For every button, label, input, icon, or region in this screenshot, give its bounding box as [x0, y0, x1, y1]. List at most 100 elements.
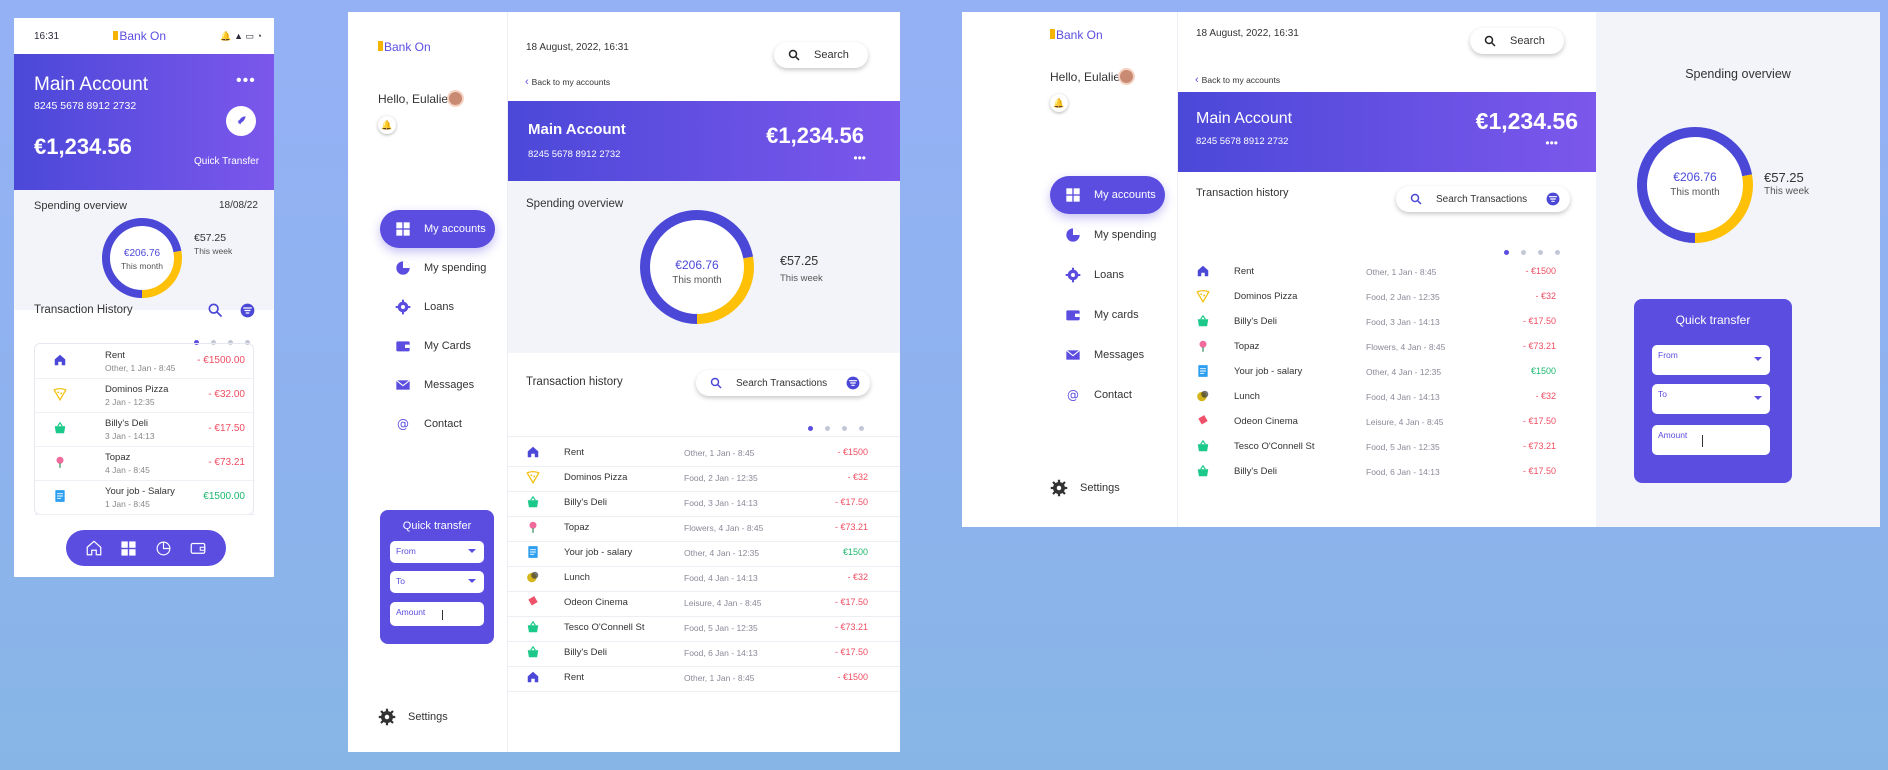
table-row[interactable]: Rent Other, 1 Jan - 8:45 - €1500.00: [35, 344, 255, 379]
pagination-dots[interactable]: [1504, 242, 1560, 260]
table-row[interactable]: Topaz 4 Jan - 8:45 - €73.21: [35, 446, 255, 481]
sidebar-item-my-accounts[interactable]: My accounts: [1050, 176, 1165, 214]
sidebar-item-loans[interactable]: Loans: [380, 288, 495, 326]
search-button[interactable]: Search: [1470, 28, 1564, 54]
search-button[interactable]: Search: [774, 42, 868, 68]
table-row[interactable]: Dominos Pizza Food, 2 Jan - 12:35 - €32: [508, 462, 900, 492]
table-row[interactable]: Odeon Cinema Leisure, 4 Jan - 8:45 - €17.5…: [508, 587, 900, 617]
pagination-dots[interactable]: [194, 332, 250, 350]
sidebar-item-label: My spending: [1094, 229, 1157, 241]
wallet-icon[interactable]: [189, 539, 207, 557]
back-link[interactable]: ‹ Back to my accounts: [1195, 74, 1281, 86]
month-amount: €206.76: [1673, 170, 1717, 184]
table-row[interactable]: Tesco O'Connell St Food, 5 Jan - 12:35 - €…: [508, 612, 900, 642]
mail-icon: [394, 377, 412, 393]
month-amount: €206.76: [123, 248, 161, 259]
avatar[interactable]: [1118, 68, 1135, 85]
back-link[interactable]: ‹ Back to my accounts: [525, 76, 611, 88]
search-transactions-button[interactable]: Search Transactions: [1396, 186, 1570, 212]
table-row[interactable]: Billy's Deli 3 Jan - 14:13 - €17.50: [35, 412, 255, 447]
spending-title: Spending overview: [526, 198, 624, 210]
table-row[interactable]: Tesco O'Connell St Food, 5 Jan - 12:35 - €…: [1178, 432, 1596, 462]
table-row[interactable]: Lunch Food, 4 Jan - 14:13 - €32: [1178, 382, 1596, 412]
more-options-icon[interactable]: •••: [1545, 136, 1558, 150]
transactions-title: Transaction history: [1196, 187, 1289, 199]
pie-chart-icon[interactable]: [155, 540, 172, 557]
table-row[interactable]: Your job - salary Other, 4 Jan - 12:35 €15…: [1178, 357, 1596, 387]
sidebar-item-messages[interactable]: Messages: [380, 366, 495, 404]
sidebar-item-contact[interactable]: @ Contact: [1050, 376, 1165, 414]
status-icons: 🔔 ▲ ▭ ◔: [220, 30, 262, 41]
table-row[interactable]: Your job - Salary 1 Jan - 8:45 €1500.00: [35, 480, 255, 515]
table-row[interactable]: Rent Other, 1 Jan - 8:45 - €1500: [508, 662, 900, 692]
brand-logo[interactable]: Bank On: [378, 40, 431, 54]
transaction-amount: - €17.50: [834, 647, 868, 657]
home-icon[interactable]: [85, 539, 103, 557]
avatar[interactable]: [447, 90, 464, 107]
sidebar-item-my-cards[interactable]: My Cards: [380, 327, 495, 365]
greeting: Hello, Eulalie: [1050, 70, 1121, 84]
filter-icon[interactable]: [846, 376, 860, 390]
table-row[interactable]: Topaz Flowers, 4 Jan - 8:45 - €73.21: [1178, 332, 1596, 362]
quick-transfer-button[interactable]: [226, 106, 256, 136]
pagination-dots[interactable]: [808, 418, 864, 436]
search-transactions-button[interactable]: Search Transactions: [696, 370, 870, 396]
sidebar-item-my-cards[interactable]: My cards: [1050, 296, 1165, 334]
transaction-amount: - €17.50: [834, 597, 868, 607]
transaction-amount: - €17.50: [208, 423, 245, 434]
from-select[interactable]: From: [390, 541, 484, 563]
transaction-name: Lunch: [564, 572, 590, 583]
account-card[interactable]: Main Account 8245 5678 8912 2732 €1,234.…: [1178, 92, 1596, 172]
amount-input[interactable]: Amount: [1652, 425, 1770, 455]
amount-input[interactable]: Amount: [390, 602, 484, 626]
transaction-name: Your job - Salary: [105, 486, 175, 497]
account-card[interactable]: Main Account 8245 5678 8912 2732 €1,234.…: [14, 54, 274, 190]
table-row[interactable]: Dominos Pizza 2 Jan - 12:35 - €32.00: [35, 378, 255, 413]
sidebar-item-loans[interactable]: Loans: [1050, 256, 1165, 294]
transaction-amount: - €32: [847, 572, 868, 582]
notification-bell-icon[interactable]: 🔔: [1050, 94, 1068, 112]
transaction-name: Dominos Pizza: [564, 472, 628, 483]
table-row[interactable]: Your job - salary Other, 4 Jan - 12:35 €15…: [508, 537, 900, 567]
filter-icon[interactable]: [240, 303, 255, 318]
account-card[interactable]: Main Account 8245 5678 8912 2732 €1,234.…: [508, 101, 900, 181]
more-options-icon[interactable]: •••: [236, 72, 256, 89]
settings-link[interactable]: Settings: [1050, 479, 1120, 497]
status-time: 16:31: [34, 30, 60, 42]
transactions-title: Transaction history: [526, 376, 623, 388]
brand-logo[interactable]: Bank On: [1050, 28, 1103, 42]
table-row[interactable]: Rent Other, 1 Jan - 8:45 - €1500: [508, 437, 900, 467]
transaction-name: Odeon Cinema: [1234, 416, 1298, 427]
from-select[interactable]: From: [1652, 345, 1770, 375]
sidebar-item-contact[interactable]: @ Contact: [380, 405, 495, 443]
table-row[interactable]: Lunch Food, 4 Jan - 14:13 - €32: [508, 562, 900, 592]
more-options-icon[interactable]: •••: [853, 151, 866, 165]
table-row[interactable]: Billy's Deli Food, 3 Jan - 14:13 - €17.50: [508, 487, 900, 517]
account-balance: €1,234.56: [1475, 108, 1578, 134]
account-balance: €1,234.56: [766, 123, 864, 148]
table-row[interactable]: Odeon Cinema Leisure, 4 Jan - 8:45 - €17.5…: [1178, 407, 1596, 437]
table-row[interactable]: Billy's Deli Food, 6 Jan - 14:13 - €17.50: [1178, 457, 1596, 487]
transaction-name: Your job - salary: [1234, 366, 1303, 377]
settings-link[interactable]: Settings: [378, 708, 448, 726]
table-row[interactable]: Dominos Pizza Food, 2 Jan - 12:35 - €32: [1178, 282, 1596, 312]
basket-icon: [1196, 314, 1210, 328]
sidebar-item-messages[interactable]: Messages: [1050, 336, 1165, 374]
to-select[interactable]: To: [1652, 384, 1770, 414]
notification-bell-icon[interactable]: 🔔: [378, 116, 396, 134]
sidebar-item-my-spending[interactable]: My spending: [380, 249, 495, 287]
brand-logo[interactable]: Bank On: [113, 29, 166, 43]
table-row[interactable]: Rent Other, 1 Jan - 8:45 - €1500: [1178, 257, 1596, 287]
filter-icon[interactable]: [1546, 192, 1560, 206]
table-row[interactable]: Billy's Deli Food, 3 Jan - 14:13 - €17.50: [1178, 307, 1596, 337]
grid-icon[interactable]: [120, 540, 137, 557]
month-label: This month: [672, 275, 722, 286]
account-number: 8245 5678 8912 2732: [34, 100, 137, 112]
to-select[interactable]: To: [390, 571, 484, 593]
sidebar-item-my-accounts[interactable]: My accounts: [380, 210, 495, 248]
transaction-amount: - €1500.00: [197, 355, 245, 366]
sidebar-item-my-spending[interactable]: My spending: [1050, 216, 1165, 254]
table-row[interactable]: Billy's Deli Food, 6 Jan - 14:13 - €17.50: [508, 637, 900, 667]
search-icon[interactable]: [207, 302, 223, 318]
table-row[interactable]: Topaz Flowers, 4 Jan - 8:45 - €73.21: [508, 512, 900, 542]
